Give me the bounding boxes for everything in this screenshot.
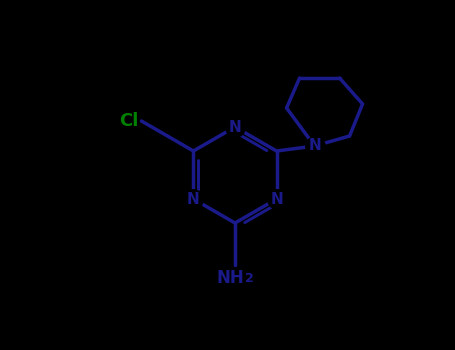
Text: N: N bbox=[187, 191, 200, 206]
Text: N: N bbox=[308, 139, 321, 154]
Text: N: N bbox=[228, 119, 241, 134]
Text: NH: NH bbox=[216, 269, 244, 287]
Text: 2: 2 bbox=[245, 272, 254, 285]
Text: Cl: Cl bbox=[119, 112, 138, 130]
Text: N: N bbox=[270, 191, 283, 206]
